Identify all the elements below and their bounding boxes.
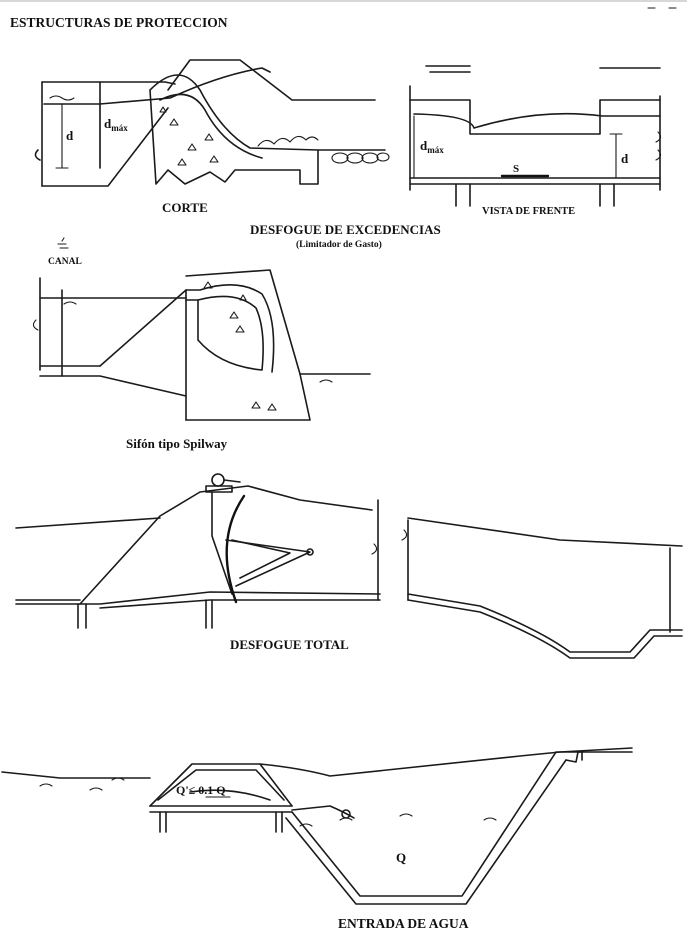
siphon-crown [185, 284, 275, 373]
fig4-caption: ENTRADA DE AGUA [338, 916, 469, 931]
wall-break-mark [401, 529, 408, 541]
canal-bed-lower [39, 375, 187, 397]
flow-to-intake [291, 805, 355, 819]
water-ripples [39, 777, 125, 791]
gate-trunnion [306, 548, 314, 556]
gate-arm [225, 539, 311, 587]
top-border [0, 0, 687, 2]
riprap-stone [376, 152, 390, 162]
riprap-stone [361, 152, 379, 164]
fig2-siphon-spillway: CANAL Sifón tipo Spilway [32, 237, 371, 451]
gate-pier [211, 491, 233, 595]
downstream-water-surface [407, 517, 683, 547]
fig1-corte-section: d dmáx CORTE [34, 59, 390, 215]
siphon-inner-core [197, 295, 264, 371]
river-channel-top [291, 751, 583, 897]
front-view-label: VISTA DE FRENTE [482, 206, 575, 217]
water-ripples [299, 813, 497, 827]
intake-hood [149, 763, 293, 807]
foundation-bottom [99, 599, 381, 609]
fig3-caption: DESFOGUE TOTAL [230, 637, 349, 652]
pile-left [77, 603, 87, 629]
weir-inner-curve [159, 93, 263, 159]
page-title: ESTRUCTURAS DE PROTECCION [10, 15, 228, 30]
siphon-upstream-face [99, 289, 187, 421]
intake-inner-flow [189, 789, 271, 801]
q-label: Q [396, 850, 406, 865]
front-water-surface [413, 112, 661, 129]
wall-break-mark [371, 543, 378, 555]
weir-body [149, 74, 319, 185]
front-pier-right [599, 183, 615, 207]
wall-break-mark [34, 149, 41, 161]
water-surface-top [41, 81, 176, 85]
s-label: S [513, 163, 519, 175]
fig3-total-discharge: DESFOGUE TOTAL [15, 473, 683, 659]
river-right-bank [565, 751, 633, 763]
corte-label: CORTE [162, 200, 208, 215]
fig4-water-intake: Q'≤ 0.1 Q Q ENTRADA DE AGUA [1, 747, 633, 931]
wall-break-mark [32, 319, 39, 331]
intake-piles [159, 811, 283, 833]
weir-crest-outline [167, 59, 376, 101]
intake-hood-inner [157, 769, 285, 801]
canal-label: CANAL [48, 257, 82, 267]
hoist-arm [223, 479, 241, 483]
water-symbol [49, 95, 75, 101]
gate-arm-inner [231, 539, 291, 579]
concrete-aggregate-marks [203, 281, 277, 411]
channel-bed [41, 107, 169, 187]
foundation-top [15, 591, 381, 605]
q-small-label: Q'≤ 0.1 Q [176, 783, 226, 797]
riprap-stone [331, 152, 349, 164]
fig1-title: DESFOGUE DE EXCEDENCIAS [250, 222, 441, 237]
riprap-stone [346, 152, 364, 164]
downstream-channel-top [407, 593, 683, 653]
water-symbol [319, 379, 333, 383]
fig1-front-view: dmáx d S VISTA DE FRENTE [409, 65, 662, 217]
radial-gate-leaf [225, 494, 246, 604]
water-surface-max [43, 67, 271, 105]
d-label-left: d [66, 128, 74, 143]
dmax-label-right: dmáx [420, 138, 444, 155]
front-pier-left [455, 183, 471, 207]
downstream-channel-bottom [407, 599, 683, 659]
crest-outline [409, 99, 661, 135]
river-channel-bottom [285, 759, 567, 905]
fig1-subtitle: (Limitador de Gasto) [296, 239, 382, 250]
intake-water-surface-left [1, 771, 151, 779]
hoist-drum [211, 473, 225, 487]
wall-break-mark [655, 131, 662, 161]
pile-mid [205, 599, 213, 629]
intake-deck [149, 805, 293, 813]
river-water-surface [259, 747, 633, 777]
siphon-body [185, 269, 311, 421]
canal-centerline-symbol [57, 237, 69, 249]
water-symbol [63, 301, 77, 305]
fig2-caption: Sifón tipo Spilway [126, 436, 228, 451]
d-label-right: d [621, 151, 629, 166]
dmax-label-left: dmáx [104, 116, 128, 133]
dam-upstream-profile [79, 485, 373, 605]
hydraulic-jump-ripples [257, 135, 319, 147]
concrete-aggregate-marks [159, 106, 219, 166]
upstream-water-surface [15, 517, 161, 529]
